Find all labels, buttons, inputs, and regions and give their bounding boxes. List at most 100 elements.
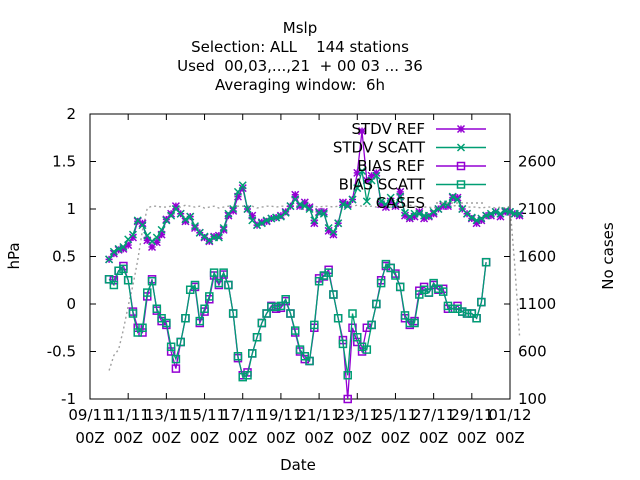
data-point <box>252 333 262 342</box>
data-point <box>195 316 205 326</box>
data-point <box>448 192 457 201</box>
y-tick-label: 1 <box>66 200 76 218</box>
data-point <box>348 309 357 318</box>
x-tick-hour: 00Z <box>190 429 219 447</box>
data-point <box>219 223 228 233</box>
data-point <box>391 271 400 280</box>
data-point <box>300 352 310 361</box>
x-tick-hour: 00Z <box>266 429 295 447</box>
data-point <box>319 209 328 218</box>
data-point <box>472 216 481 225</box>
data-point <box>410 318 419 328</box>
data-point <box>267 302 276 312</box>
data-point <box>114 266 123 275</box>
data-point <box>190 280 200 290</box>
data-point <box>104 275 114 284</box>
data-point <box>405 212 414 221</box>
data-point <box>181 215 190 224</box>
data-point <box>343 371 352 380</box>
data-point <box>310 216 319 225</box>
data-point <box>334 219 343 228</box>
data-point <box>138 323 147 332</box>
x-tick-hour: 00Z <box>75 429 104 447</box>
x-tick-hour: 00Z <box>113 429 142 447</box>
data-point <box>453 195 462 204</box>
data-point <box>157 314 166 323</box>
x-tick-hour: 00Z <box>343 429 372 447</box>
data-point <box>362 345 372 354</box>
data-point <box>229 204 238 214</box>
data-point <box>200 304 209 313</box>
data-point <box>171 354 181 364</box>
legend-label: CASES <box>376 194 425 212</box>
y-tick-label: 2 <box>66 105 76 123</box>
data-point <box>209 268 219 277</box>
data-point <box>152 233 161 242</box>
data-point <box>262 309 271 318</box>
data-point <box>181 314 190 323</box>
data-point <box>477 214 486 223</box>
data-point <box>228 309 238 318</box>
data-point <box>114 244 123 253</box>
x-tick-date: 25/11 <box>374 406 417 424</box>
data-point <box>152 304 162 313</box>
data-point <box>205 292 214 301</box>
data-point <box>415 290 424 299</box>
data-point <box>105 255 114 264</box>
data-point <box>138 221 147 230</box>
data-point <box>338 200 347 209</box>
x-axis-label: Date <box>280 456 316 474</box>
data-point <box>185 285 195 294</box>
data-point <box>424 288 434 297</box>
y-tick-label: -0.5 <box>47 343 76 361</box>
data-point <box>243 204 252 214</box>
data-point <box>271 302 281 312</box>
data-point <box>147 276 157 286</box>
data-point <box>329 290 338 299</box>
data-point <box>305 204 314 214</box>
y2-tick-label: 1600 <box>518 248 556 266</box>
data-point <box>123 276 133 285</box>
data-point <box>290 326 300 335</box>
data-point <box>395 282 405 292</box>
y2-tick-label: 100 <box>518 390 547 408</box>
legend-marker <box>456 180 466 189</box>
legend-marker <box>456 124 466 134</box>
data-point <box>295 200 305 209</box>
data-point <box>482 211 491 220</box>
data-point <box>515 209 524 218</box>
y2-tick-label: 600 <box>518 343 547 361</box>
data-point <box>429 278 438 288</box>
data-point <box>310 320 319 330</box>
data-point <box>205 236 214 245</box>
legend-marker <box>456 143 466 152</box>
data-point <box>109 280 119 290</box>
data-point <box>372 299 381 309</box>
data-point <box>295 345 305 354</box>
x-tick-date: 17/11 <box>221 406 264 424</box>
chart-title: Mslp Selection: ALL 144 stations Used 00… <box>177 19 423 94</box>
data-point <box>472 314 481 323</box>
data-point <box>376 278 386 288</box>
legend-marker <box>456 161 466 171</box>
data-point <box>176 337 185 347</box>
y2-tick-label: 2100 <box>518 200 556 218</box>
data-point <box>257 318 267 328</box>
data-point <box>481 257 491 267</box>
data-point <box>458 307 467 316</box>
data-point <box>233 352 243 361</box>
data-point <box>143 288 152 297</box>
data-point <box>186 212 195 221</box>
title-line-1: Mslp <box>283 19 317 37</box>
legend-label: STDV SCATT <box>333 139 426 157</box>
x-tick-date: 09/11 <box>68 406 111 424</box>
x-tick-date: 27/11 <box>412 406 455 424</box>
title-line-3: Used 00,03,...,21 + 00 03 ... 36 <box>177 57 423 75</box>
data-point <box>329 227 338 236</box>
data-point <box>386 263 395 273</box>
data-point <box>238 181 247 190</box>
data-point <box>491 207 500 216</box>
series-bias-scatt <box>104 257 491 382</box>
data-point <box>358 166 367 176</box>
